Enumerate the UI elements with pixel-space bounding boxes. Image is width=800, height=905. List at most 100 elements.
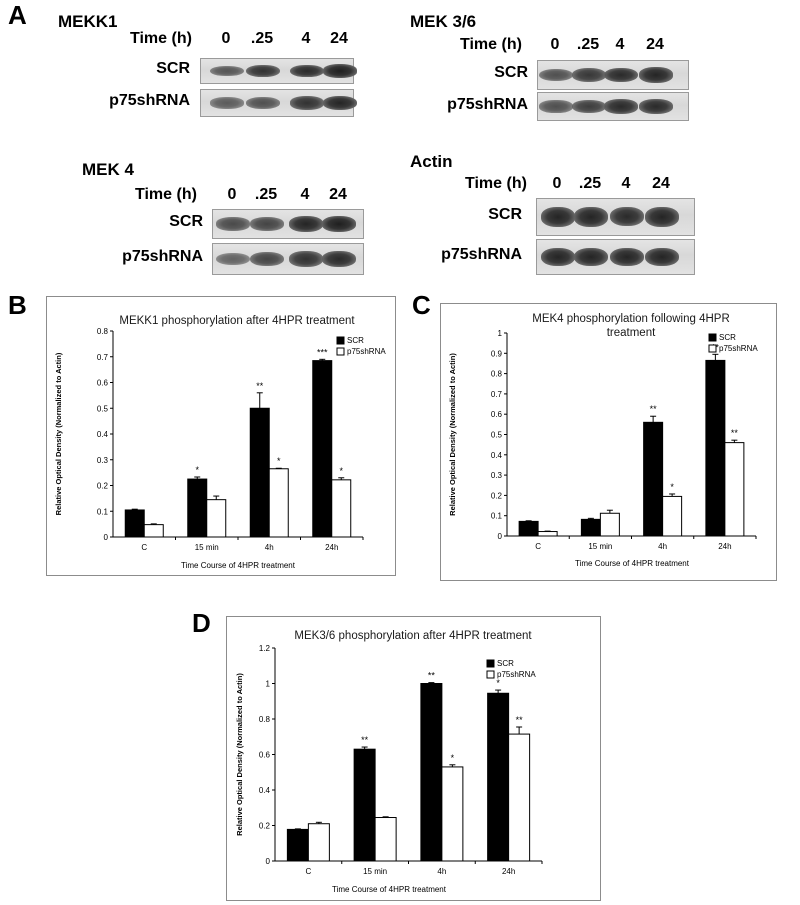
blot-band-mekk1-0-2 [290,64,324,78]
chart-b-ytick-label-6: 0.6 [97,379,109,388]
chart-d-bar-p75shRNA-3 [508,733,531,862]
chart-c-bar-p75shRNA-3 [724,442,745,537]
chart-c-ytick-label-3: 0.3 [491,471,503,480]
blot-strip-actin-1 [536,239,695,275]
chart-d-xlabel: Time Course of 4HPR treatment [332,885,447,894]
blot-band-actin-1-2 [610,247,644,267]
chart-c-ytick-label-8: 0.8 [491,370,503,379]
chart-b-ytick-label-2: 0.2 [97,482,109,491]
chart-d-ytick-label-1: 0.2 [259,822,271,831]
blot-band-actin-0-2 [610,207,644,227]
blot-band-mek36-0-0 [539,68,573,82]
chart-b-legend-label-1: p75shRNA [347,347,386,356]
chart-c-ytick-label-6: 0.6 [491,410,503,419]
chart-b-sig-SCR-1: * [195,465,199,475]
chart-c-xtick-label-2: 4h [658,542,667,551]
chart-b-bar-SCR-3 [312,360,333,538]
blot-row-label-mek36-1: p75shRNA [447,95,528,113]
blot-time-mek4-2: 4 [300,186,310,203]
chart-d-bar-p75shRNA-0 [307,823,330,862]
blot-title-mekk1: MEKK1 [58,12,118,31]
chart-b-ytick-label-3: 0.3 [97,456,109,465]
blot-row-label-actin-0: SCR [488,206,522,223]
blot-row-label-mekk1-1: p75shRNA [109,92,190,109]
chart-c-ytick-label-4: 0.4 [491,451,503,460]
blot-band-mek4-1-0 [216,252,250,266]
blot-time-mek4-0: 0 [227,186,237,203]
chart-d-legend-label-1: p75shRNA [497,670,536,679]
chart-c-bar-SCR-2 [643,421,664,537]
blot-band-mekk1-1-1 [246,96,280,109]
blot-band-mek36-0-1 [572,67,606,83]
chart-d-sig-p75shRNA-2: * [451,753,455,763]
chart-b-title-line-0: MEKK1 phosphorylation after 4HPR treatme… [119,315,355,327]
blot-time-mekk1-3: 24 [330,30,348,47]
chart-d-bar-SCR-0 [286,828,309,862]
chart-b-bar-p75shRNA-1 [206,499,227,538]
chart-c-xtick-label-0: C [535,542,541,551]
chart-b-sig-SCR-3: *** [317,347,328,357]
chart-d-ytick-label-5: 1 [266,680,271,689]
chart-b-sig-SCR-2: ** [256,381,264,391]
chart-b-ytick-label-8: 0.8 [97,327,109,336]
chart-d-xtick-label-3: 24h [502,867,515,876]
blot-band-mek36-0-3 [639,67,673,83]
chart-d-ytick-label-2: 0.4 [259,786,271,795]
blot-time-actin-2: 4 [621,175,631,192]
blot-band-mekk1-1-3 [323,95,357,110]
blot-time-label-mekk1: Time (h) [130,30,192,47]
blot-band-actin-1-1 [574,247,608,267]
blot-band-actin-0-3 [645,207,679,227]
chart-c-title-line-0: MEK4 phosphorylation following 4HPR [532,313,730,325]
chart-d-ylabel: Relative Optical Density (Normalized to … [235,673,244,836]
blot-title-mek4: MEK 4 [82,160,134,179]
chart-c-xtick-label-1: 15 min [588,542,612,551]
chart-c-ytick-label-7: 0.7 [491,390,503,399]
chart-d-legend-swatch-1 [486,670,495,679]
chart-d-xtick-label-1: 15 min [363,867,387,876]
chart-c-legend-swatch-0 [708,333,717,342]
chart-c-legend-label-0: SCR [719,333,736,342]
blot-strip-mek4-0 [212,209,364,239]
chart-d-bar-SCR-3 [487,692,510,862]
chart-b-frame: MEKK1 phosphorylation after 4HPR treatme… [46,296,396,576]
chart-c-bar-p75shRNA-2 [662,495,683,537]
chart-d-xtick-label-0: C [305,867,311,876]
blot-band-mek4-0-1 [250,217,284,231]
chart-b-ytick-label-7: 0.7 [97,353,109,362]
chart-b-ytick-label-4: 0.4 [97,430,109,439]
chart-c-legend-swatch-1 [708,344,717,353]
chart-c-bar-p75shRNA-0 [537,531,558,537]
chart-d-title-line-0: MEK3/6 phosphorylation after 4HPR treatm… [294,630,532,642]
chart-c-ytick-label-5: 0.5 [491,431,503,440]
blot-row-label-mek36-0: SCR [494,64,528,81]
chart-b-bar-p75shRNA-0 [143,524,164,538]
blot-time-mek36-3: 24 [646,36,664,53]
blot-title-mek36: MEK 3/6 [410,12,477,31]
blot-band-mek4-1-3 [322,251,356,267]
chart-d-bar-SCR-1 [353,748,376,862]
blot-band-actin-0-1 [574,207,608,227]
blot-strip-mekk1-1 [200,89,357,117]
chart-d-ytick-label-6: 1.2 [259,644,271,653]
blot-band-mek36-1-3 [639,99,673,114]
blot-title-actin: Actin [410,152,453,171]
chart-c-ylabel: Relative Optical Density (Normalized to … [448,353,457,516]
chart-b-ytick-label-1: 0.1 [97,507,109,516]
chart-b-xlabel: Time Course of 4HPR treatment [181,561,296,570]
chart-b-sig-p75shRNA-2: * [277,456,281,466]
blot-time-mek36-2: 4 [615,36,625,53]
blot-time-mekk1-1: .25 [250,30,274,47]
chart-d-bar-p75shRNA-1 [374,817,397,862]
panel-label-b: B [8,290,27,320]
blot-time-actin-1: .25 [578,175,602,192]
blot-band-mekk1-1-2 [290,96,324,110]
blot-band-mek36-1-1 [572,99,606,114]
chart-d-sig-SCR-2: ** [428,671,436,681]
chart-d-ytick-label-3: 0.6 [259,751,271,760]
chart-d-ytick-label-4: 0.8 [259,715,271,724]
chart-c-ytick-label-2: 0.2 [491,491,503,500]
chart-b-ytick-label-5: 0.5 [97,404,109,413]
blot-row-label-mek4-1: p75shRNA [122,248,203,265]
blot-band-mek36-1-2 [604,99,638,114]
